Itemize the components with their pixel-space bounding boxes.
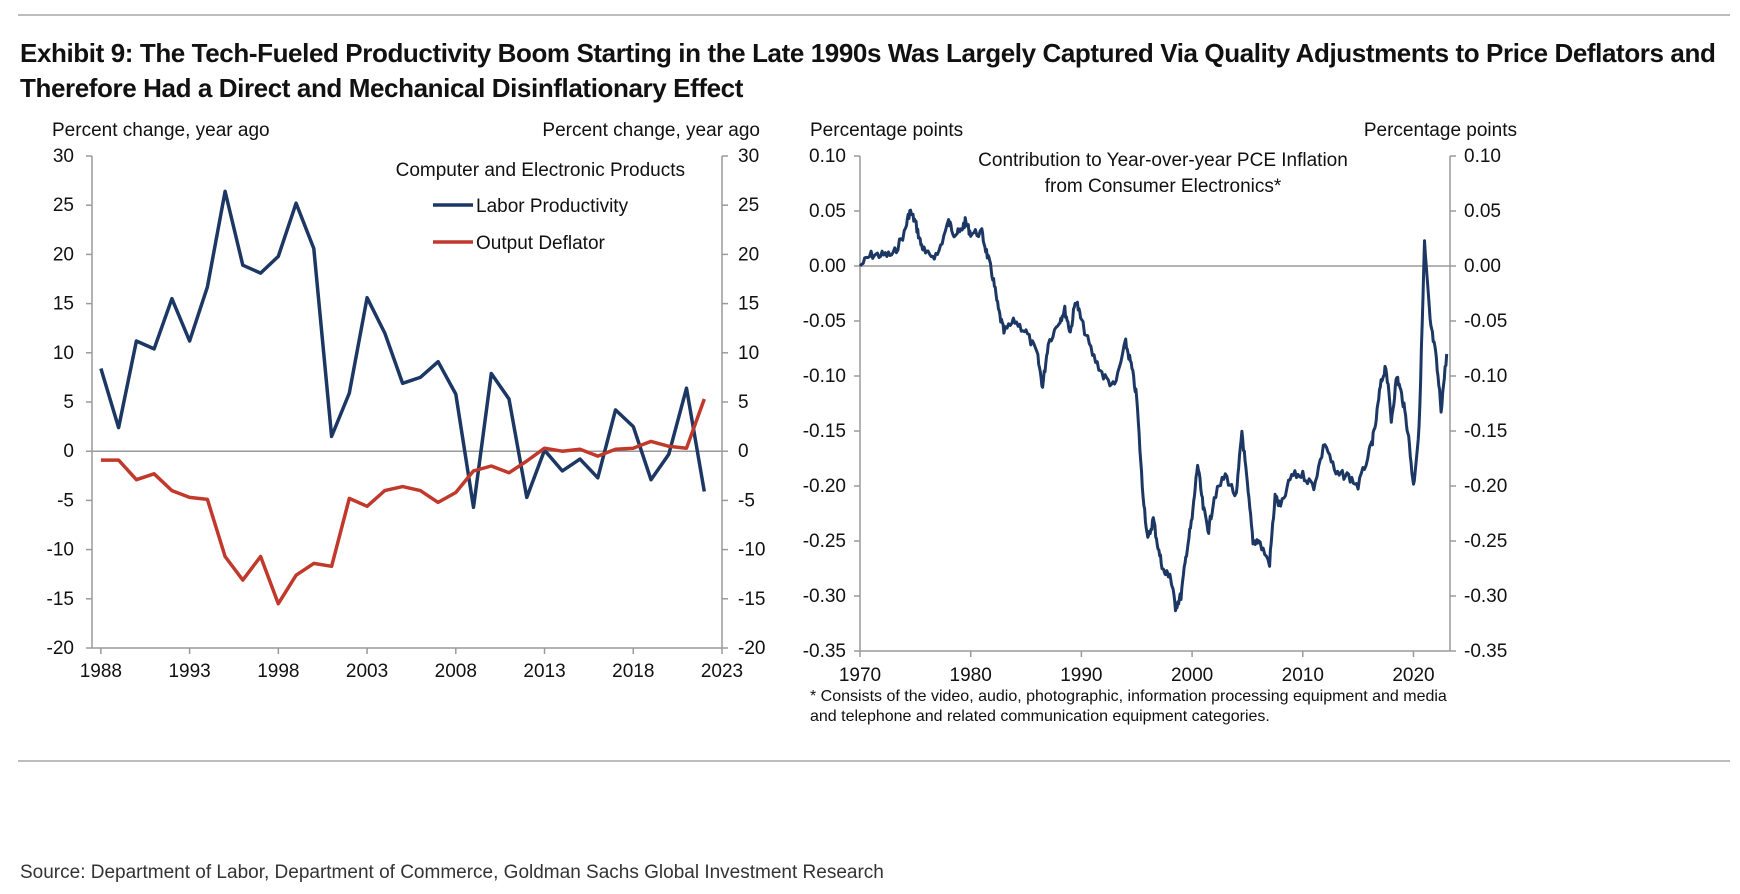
x-tick-label: 2010 bbox=[1282, 665, 1324, 686]
y-tick-label-right: -20 bbox=[738, 638, 765, 659]
y-tick-label-left: 0.05 bbox=[809, 201, 846, 222]
series-line-output-deflator bbox=[100, 398, 706, 606]
x-tick-label: 1990 bbox=[1060, 665, 1102, 686]
legend-label-output-deflator: Output Deflator bbox=[476, 233, 606, 254]
y-tick-label-left: -0.35 bbox=[803, 641, 846, 662]
chart-right-title-line: from Consumer Electronics* bbox=[1045, 176, 1282, 197]
chart-right-title-line: Contribution to Year-over-year PCE Infla… bbox=[978, 150, 1348, 171]
y-tick-label-right: -10 bbox=[738, 540, 765, 561]
y-tick-label-left: -10 bbox=[47, 540, 74, 561]
footnote-line: and telephone and related communication … bbox=[810, 708, 1270, 725]
y-axis-title-right: Percent change, year ago bbox=[542, 120, 760, 141]
y-tick-label-left: 0 bbox=[63, 441, 74, 462]
y-tick-label-left: 0.10 bbox=[809, 146, 846, 167]
y-tick-label-right: 5 bbox=[738, 392, 749, 413]
y-tick-label-left: 15 bbox=[53, 294, 74, 315]
y-tick-label-right: -0.30 bbox=[1464, 586, 1507, 607]
y-tick-label-left: -0.20 bbox=[803, 476, 846, 497]
x-tick-label: 2013 bbox=[523, 661, 565, 682]
x-tick-label: 2023 bbox=[701, 661, 743, 682]
y-tick-label-left: -0.30 bbox=[803, 586, 846, 607]
y-tick-label-left: -15 bbox=[47, 589, 74, 610]
series-line-labor-productivity bbox=[99, 189, 707, 510]
y-tick-label-left: 0.00 bbox=[809, 256, 846, 277]
x-tick-label: 2000 bbox=[1171, 665, 1213, 686]
y-tick-label-right: -15 bbox=[738, 589, 765, 610]
source-note: Source: Department of Labor, Department … bbox=[20, 862, 884, 883]
x-tick-label: 2003 bbox=[346, 661, 388, 682]
series-line-pce-contribution bbox=[858, 208, 1449, 613]
y-tick-label-left: -5 bbox=[57, 490, 74, 511]
y-tick-label-right: 0.05 bbox=[1464, 201, 1501, 222]
x-tick-label: 1970 bbox=[839, 665, 881, 686]
y-tick-label-right: -5 bbox=[738, 490, 755, 511]
x-tick-label: 2008 bbox=[435, 661, 477, 682]
y-tick-label-right: -0.10 bbox=[1464, 366, 1507, 387]
y-tick-label-right: -0.05 bbox=[1464, 311, 1507, 332]
x-tick-label: 1980 bbox=[950, 665, 992, 686]
y-tick-label-left: -0.10 bbox=[803, 366, 846, 387]
footnote-line: * Consists of the video, audio, photogra… bbox=[810, 688, 1447, 705]
chart-left-title: Computer and Electronic Products bbox=[396, 160, 685, 181]
y-tick-label-left: 10 bbox=[53, 343, 74, 364]
y-tick-label-right: 0 bbox=[738, 441, 749, 462]
y-tick-label-right: 0.00 bbox=[1464, 256, 1501, 277]
y-tick-label-right: -0.15 bbox=[1464, 421, 1507, 442]
x-tick-label: 1993 bbox=[168, 661, 210, 682]
y-tick-label-left: -20 bbox=[47, 638, 74, 659]
y-tick-label-left: -0.05 bbox=[803, 311, 846, 332]
exhibit-title: Exhibit 9: The Tech-Fueled Productivity … bbox=[20, 38, 1716, 103]
y-tick-label-right: 20 bbox=[738, 244, 759, 265]
y-tick-label-right: -0.35 bbox=[1464, 641, 1507, 662]
chart-left-productivity: 30 30 25 25 20 20 15 15 10 10 5 5 0 0 -5 -5 -10 -10 -15 -15… bbox=[47, 120, 766, 682]
y-axis-title-left: Percent change, year ago bbox=[52, 120, 270, 141]
chart-right-pce-contribution: 0.10 0.10 0.05 0.05 0.00 0.00 -0.05 -0.05 -0.10 -… bbox=[803, 120, 1517, 725]
y-tick-label-right: -0.20 bbox=[1464, 476, 1507, 497]
x-tick-label: 1988 bbox=[80, 661, 122, 682]
y-tick-label-left: -0.15 bbox=[803, 421, 846, 442]
y-tick-label-left: 30 bbox=[53, 146, 74, 167]
y-axis-title-left: Percentage points bbox=[810, 120, 963, 141]
y-tick-label-right: 30 bbox=[738, 146, 759, 167]
y-tick-label-right: 0.10 bbox=[1464, 146, 1501, 167]
y-tick-label-left: 25 bbox=[53, 195, 74, 216]
x-tick-label: 2020 bbox=[1392, 665, 1434, 686]
y-tick-label-right: 25 bbox=[738, 195, 759, 216]
legend-label-labor-productivity: Labor Productivity bbox=[476, 196, 629, 217]
y-tick-label-right: 15 bbox=[738, 294, 759, 315]
y-tick-label-right: 10 bbox=[738, 343, 759, 364]
y-tick-label-left: 5 bbox=[63, 392, 74, 413]
y-tick-label-left: 20 bbox=[53, 244, 74, 265]
y-axis-title-right: Percentage points bbox=[1364, 120, 1517, 141]
y-tick-label-left: -0.25 bbox=[803, 531, 846, 552]
x-tick-label: 2018 bbox=[612, 661, 654, 682]
x-tick-label: 1998 bbox=[257, 661, 299, 682]
y-tick-label-right: -0.25 bbox=[1464, 531, 1507, 552]
